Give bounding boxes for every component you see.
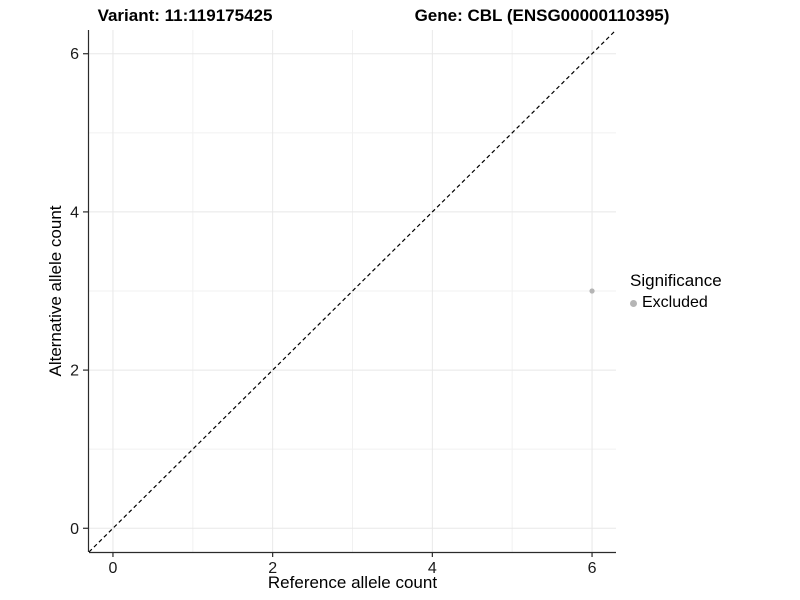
x-tick-label: 6	[588, 560, 597, 577]
y-axis-label: Alternative allele count	[46, 205, 65, 377]
variant-title: Variant: 11:119175425	[97, 6, 273, 25]
legend-entry-excluded: Excluded	[630, 294, 722, 312]
x-axis-label: Reference allele count	[267, 573, 438, 592]
identity-reference-line	[88, 29, 617, 553]
legend: Significance Excluded	[630, 271, 722, 312]
data-point	[589, 288, 595, 294]
x-tick-label: 4	[428, 560, 437, 577]
x-tick-label: 2	[268, 560, 277, 577]
excluded-point-icon	[630, 299, 637, 307]
y-tick-label: 0	[70, 521, 79, 538]
y-tick-label: 2	[70, 363, 79, 380]
legend-entry-label: Excluded	[642, 294, 708, 311]
x-tick-label: 0	[109, 560, 118, 577]
gene-title: Gene: CBL (ENSG00000110395)	[414, 6, 670, 25]
legend-title: Significance	[630, 271, 722, 290]
y-tick-label: 4	[70, 204, 79, 221]
y-tick-label: 6	[70, 46, 79, 63]
